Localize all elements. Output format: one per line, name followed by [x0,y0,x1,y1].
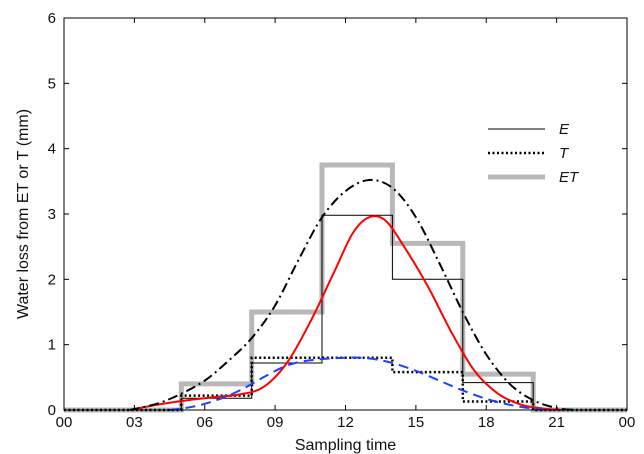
y-tick-label: 4 [48,141,56,158]
x-tick-label: 12 [337,414,354,431]
legend-label-t: T [559,145,570,162]
step-series-t [64,356,627,412]
x-tick-label: 00 [56,414,73,431]
y-axis-label: Water loss from ET or T (mm) [15,109,32,319]
x-tick-label: 21 [548,414,565,431]
step-series-e [64,214,627,411]
curve-series-1 [129,215,562,411]
y-tick-label: 3 [48,206,56,223]
y-tick-label: 6 [48,10,56,27]
x-tick-label: 03 [126,414,143,431]
legend: ET ET [488,121,580,186]
plot-area [64,18,627,410]
y-tick-label: 2 [48,271,56,288]
x-axis-label: Sampling time [295,437,396,454]
x-tick-label: 18 [478,414,495,431]
legend-label-e: E [559,121,570,138]
x-tick-label: 15 [408,414,425,431]
step-series-et [64,162,627,413]
y-tick-label: 0 [48,402,56,419]
series-layer [64,162,627,413]
x-tick-label: 09 [267,414,284,431]
x-tick-label: 06 [196,414,213,431]
plot-background [64,18,627,410]
legend-label-et: ET [559,169,580,186]
curve-series-2 [129,178,576,411]
y-tick-label: 5 [48,75,56,92]
x-tick-label: 00 [619,414,636,431]
y-tick-label: 1 [48,337,56,354]
curve-series-3 [169,356,552,411]
